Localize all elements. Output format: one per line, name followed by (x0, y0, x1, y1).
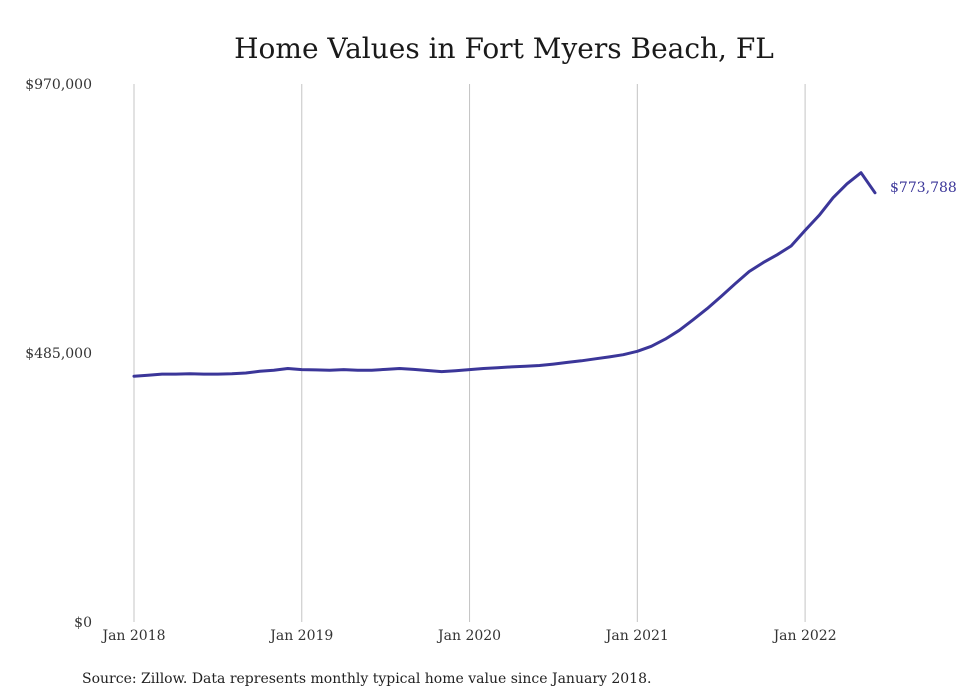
end-value-label: $773,788 (890, 180, 957, 196)
x-axis-ticks: Jan 2018 Jan 2019 Jan 2020 Jan 2021 Jan 2022 (100, 628, 836, 644)
y-tick-label: $0 (74, 615, 92, 631)
x-tick-label: Jan 2019 (268, 628, 333, 644)
x-tick-label: Jan 2018 (100, 628, 165, 644)
grid-lines (133, 84, 806, 622)
chart-title: Home Values in Fort Myers Beach, FL (234, 32, 774, 65)
x-tick-label: Jan 2022 (772, 628, 837, 644)
x-tick-label: Jan 2020 (436, 628, 501, 644)
source-note: Source: Zillow. Data represents monthly … (82, 671, 651, 687)
y-tick-label: $970,000 (25, 77, 92, 93)
y-tick-label: $485,000 (25, 346, 92, 362)
x-tick-label: Jan 2021 (604, 628, 669, 644)
y-axis-ticks: $0 $485,000 $970,000 (25, 77, 92, 631)
series-line-home-value (132, 171, 877, 378)
